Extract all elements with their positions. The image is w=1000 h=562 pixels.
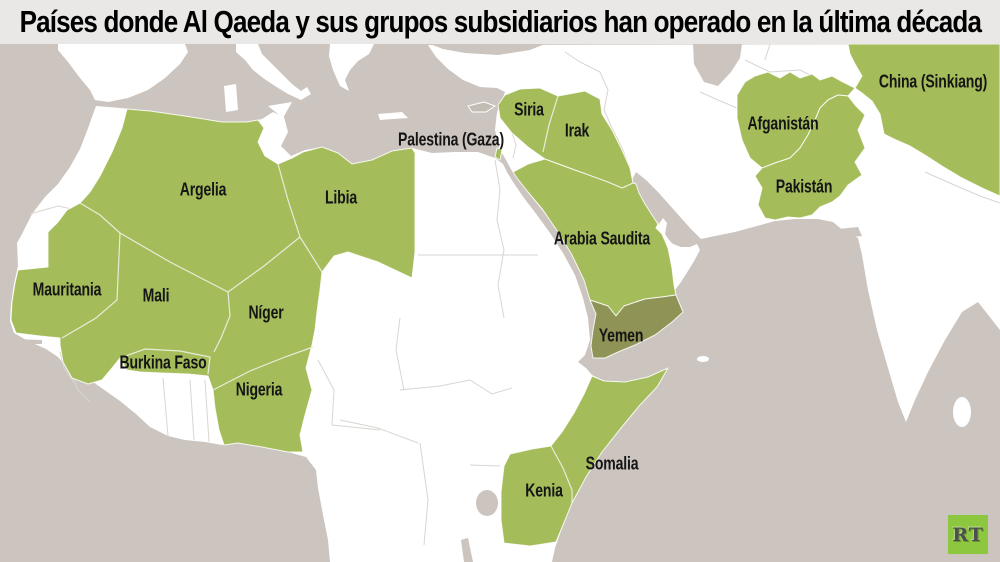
lake-tanganyika: [461, 538, 473, 562]
sahara-sahel-highlight: [10, 108, 416, 453]
syria-iraq-highlight: [497, 87, 634, 189]
pakistan-highlight: [754, 94, 866, 221]
highlighted-countries: [10, 43, 1000, 547]
caspian-sea: [693, 44, 742, 86]
highlight-internal-borders: [61, 95, 573, 503]
sardinia-island: [224, 84, 238, 112]
gaza-highlight: [494, 147, 503, 161]
china-sinkiang-highlight: [847, 43, 1000, 197]
black-sea: [430, 44, 545, 55]
page-title: Países donde Al Qaeda y sus grupos subsi…: [19, 4, 981, 39]
socotra-island: [697, 356, 709, 362]
sri-lanka-island: [953, 397, 971, 427]
sicily-island: [268, 102, 292, 118]
title-bar: Países donde Al Qaeda y sus grupos subsi…: [0, 0, 1000, 44]
gambia-strip: [14, 339, 42, 344]
lake-victoria: [476, 490, 498, 516]
inland-waters: [14, 44, 862, 562]
rann-marsh: [838, 227, 862, 238]
rt-logo-text: RT: [952, 523, 984, 546]
rt-logo: RT: [948, 515, 988, 554]
cyprus-island: [467, 101, 497, 113]
crete-island: [378, 112, 408, 120]
italy-landmass: [236, 44, 311, 100]
greece-landmass: [329, 44, 374, 91]
yemen-highlight-dark: [589, 294, 684, 359]
iberia-landmass: [58, 44, 188, 102]
